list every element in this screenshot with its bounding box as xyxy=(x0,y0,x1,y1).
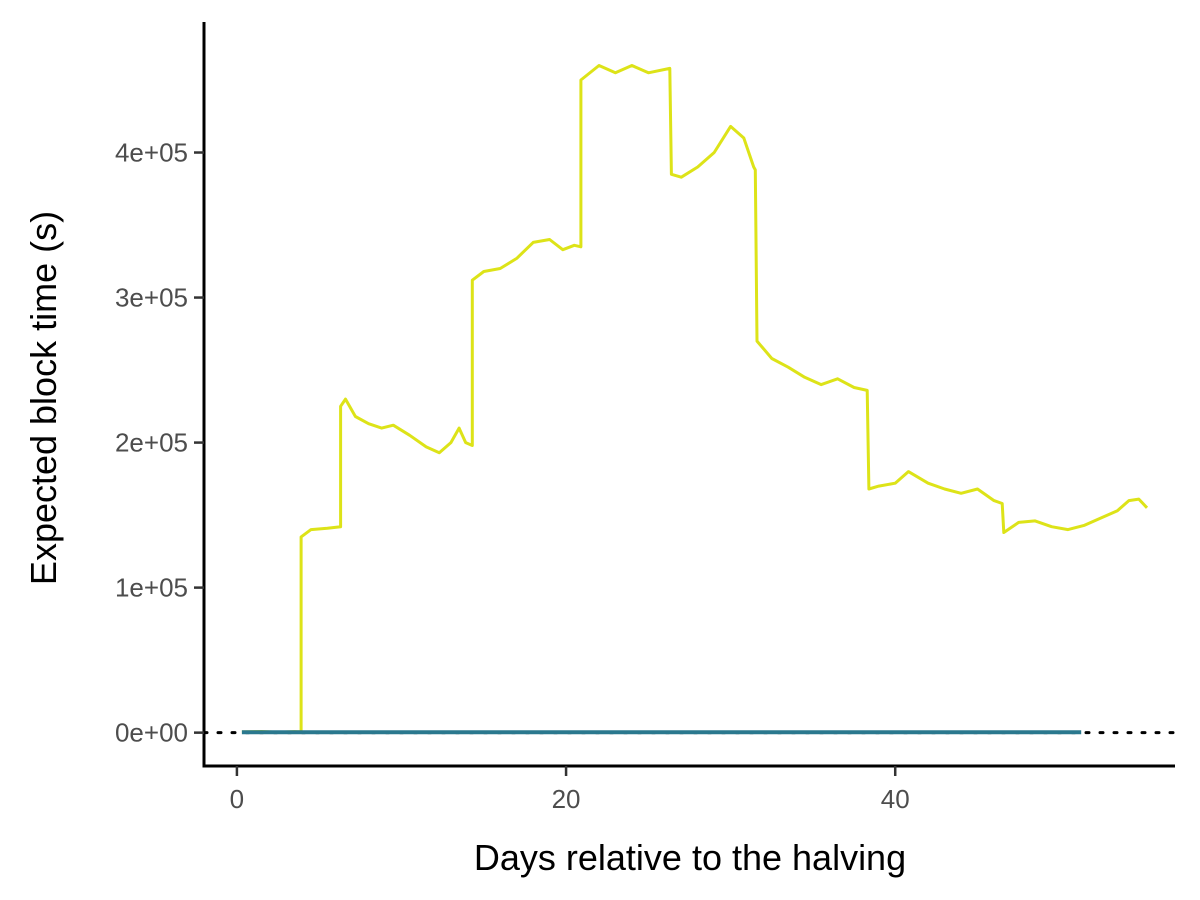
y-tick-label: 4e+05 xyxy=(115,138,188,168)
axes: 0 20 40 0e+00 1e+05 2e+05 3e+05 4e+05 xyxy=(115,22,1175,814)
x-tick-label: 20 xyxy=(552,784,581,814)
y-tick-label: 2e+05 xyxy=(115,428,188,458)
y-tick-label: 0e+00 xyxy=(115,718,188,748)
series-line-1 xyxy=(241,64,1149,734)
x-tick-label: 40 xyxy=(881,784,910,814)
y-tick-label: 3e+05 xyxy=(115,283,188,313)
plot-area xyxy=(202,64,1177,735)
y-axis-title: Expected block time (s) xyxy=(23,211,64,585)
x-axis-title: Days relative to the halving xyxy=(474,837,906,878)
x-tick-label: 0 xyxy=(230,784,244,814)
y-tick-label: 1e+05 xyxy=(115,573,188,603)
